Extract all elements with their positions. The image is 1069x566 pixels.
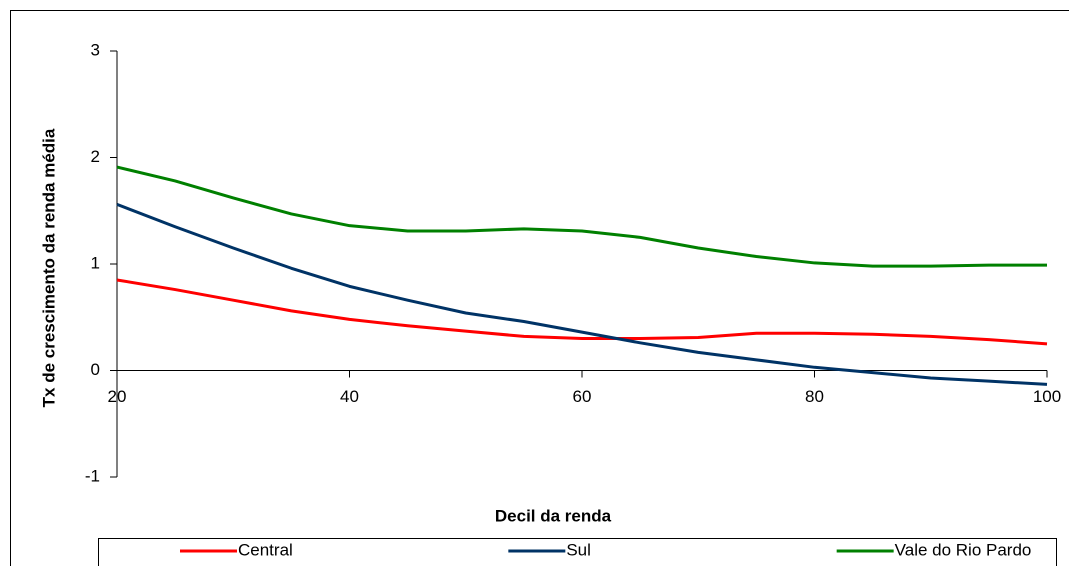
x-axis-title: Decil da renda	[495, 506, 612, 525]
legend	[98, 538, 1057, 566]
line-series	[116, 202, 1048, 386]
y-tick-label: 2	[91, 147, 100, 166]
y-tick-label: 0	[91, 360, 100, 379]
chart-frame	[10, 10, 1069, 566]
line-series	[116, 278, 1048, 346]
x-tick-label: 20	[108, 387, 127, 406]
x-tick-label: 60	[573, 387, 592, 406]
line-series	[116, 165, 1047, 268]
y-tick-label: 1	[91, 253, 100, 272]
legend-label: Vale do Rio Pardo	[895, 540, 1032, 559]
legend-label: Sul	[566, 540, 591, 559]
y-axis-title: Tx de crescimento da renda média	[39, 128, 58, 407]
x-tick-label: 100	[1033, 387, 1061, 406]
x-tick-label: 80	[805, 387, 824, 406]
y-tick-label: -1	[85, 466, 100, 485]
legend-label: Central	[238, 540, 293, 559]
x-tick-label: 40	[340, 387, 359, 406]
y-tick-label: 3	[91, 40, 100, 59]
